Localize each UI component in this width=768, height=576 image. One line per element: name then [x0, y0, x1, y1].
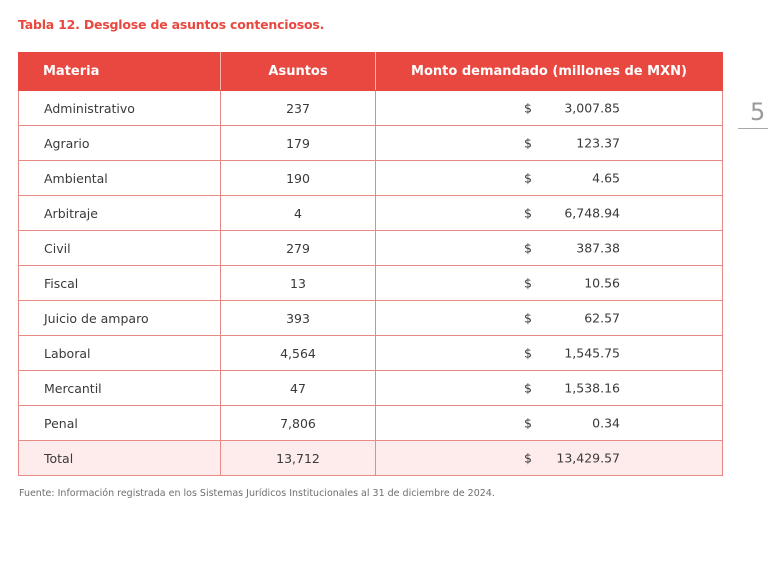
- header-asuntos: Asuntos: [220, 52, 376, 91]
- table-row: Ambiental 190 $4.65: [18, 160, 723, 196]
- cell-materia: Penal: [18, 405, 221, 441]
- table-row: Juicio de amparo 393 $62.57: [18, 300, 723, 336]
- cell-monto: $1,545.75: [375, 335, 723, 371]
- amount-value: 62.57: [584, 310, 620, 326]
- contentious-matters-table: Materia Asuntos Monto demandado (millone…: [18, 52, 723, 476]
- cell-monto: $6,748.94: [375, 195, 723, 231]
- table-row: Arbitraje 4 $6,748.94: [18, 195, 723, 231]
- cell-asuntos: 4: [220, 195, 376, 231]
- total-row: Total 13,712 $13,429.57: [18, 440, 723, 476]
- cell-asuntos: 190: [220, 160, 376, 196]
- cell-monto: $123.37: [375, 125, 723, 161]
- cell-monto: $0.34: [375, 405, 723, 441]
- table-container: Materia Asuntos Monto demandado (millone…: [18, 52, 723, 476]
- table-row: Agrario 179 $123.37: [18, 125, 723, 161]
- amount-value: 387.38: [576, 240, 620, 256]
- currency-symbol: $: [524, 100, 532, 116]
- cell-monto: $10.56: [375, 265, 723, 301]
- cell-monto: $387.38: [375, 230, 723, 266]
- table-body: Administrativo 237 $3,007.85 Agrario 179 $123…: [18, 90, 723, 476]
- amount-value: 0.34: [592, 415, 620, 431]
- cell-monto: $1,538.16: [375, 370, 723, 406]
- cell-materia: Fiscal: [18, 265, 221, 301]
- cell-materia: Administrativo: [18, 90, 221, 126]
- cell-asuntos: 13: [220, 265, 376, 301]
- amount-value: 123.37: [576, 135, 620, 151]
- cell-materia: Mercantil: [18, 370, 221, 406]
- amount-value: 10.56: [584, 275, 620, 291]
- table-row: Administrativo 237 $3,007.85: [18, 90, 723, 126]
- currency-symbol: $: [524, 205, 532, 221]
- amount-value: 6,748.94: [564, 205, 620, 221]
- amount-value: 1,545.75: [564, 345, 620, 361]
- cell-monto: $3,007.85: [375, 90, 723, 126]
- cell-materia: Laboral: [18, 335, 221, 371]
- amount-value: 3,007.85: [564, 100, 620, 116]
- currency-symbol: $: [524, 240, 532, 256]
- cell-asuntos: 393: [220, 300, 376, 336]
- table-caption: Tabla 12. Desglose de asuntos contencios…: [18, 17, 325, 32]
- header-materia: Materia: [18, 52, 221, 91]
- cell-asuntos: 4,564: [220, 335, 376, 371]
- cell-materia: Arbitraje: [18, 195, 221, 231]
- cell-asuntos: 7,806: [220, 405, 376, 441]
- source-footnote: Fuente: Información registrada en los Si…: [19, 488, 495, 499]
- currency-symbol: $: [524, 310, 532, 326]
- cell-asuntos: 13,712: [220, 440, 376, 476]
- cell-materia: Civil: [18, 230, 221, 266]
- cell-materia: Agrario: [18, 125, 221, 161]
- cell-materia: Juicio de amparo: [18, 300, 221, 336]
- table-row: Penal 7,806 $0.34: [18, 405, 723, 441]
- table-row: Mercantil 47 $1,538.16: [18, 370, 723, 406]
- cell-asuntos: 179: [220, 125, 376, 161]
- table-header-row: Materia Asuntos Monto demandado (millone…: [18, 52, 723, 91]
- amount-value: 4.65: [592, 170, 620, 186]
- header-monto: Monto demandado (millones de MXN): [375, 52, 723, 91]
- cell-monto: $62.57: [375, 300, 723, 336]
- cell-asuntos: 279: [220, 230, 376, 266]
- currency-symbol: $: [524, 275, 532, 291]
- currency-symbol: $: [524, 415, 532, 431]
- page-number-rule: [738, 128, 768, 129]
- currency-symbol: $: [524, 170, 532, 186]
- cell-monto: $4.65: [375, 160, 723, 196]
- currency-symbol: $: [524, 345, 532, 361]
- cell-asuntos: 47: [220, 370, 376, 406]
- amount-value: 13,429.57: [556, 450, 620, 466]
- currency-symbol: $: [524, 450, 532, 466]
- page-number: 5: [750, 98, 766, 126]
- cell-monto: $13,429.57: [375, 440, 723, 476]
- currency-symbol: $: [524, 135, 532, 151]
- cell-materia: Total: [18, 440, 221, 476]
- table-row: Civil 279 $387.38: [18, 230, 723, 266]
- cell-asuntos: 237: [220, 90, 376, 126]
- currency-symbol: $: [524, 380, 532, 396]
- amount-value: 1,538.16: [564, 380, 620, 396]
- table-row: Fiscal 13 $10.56: [18, 265, 723, 301]
- table-row: Laboral 4,564 $1,545.75: [18, 335, 723, 371]
- cell-materia: Ambiental: [18, 160, 221, 196]
